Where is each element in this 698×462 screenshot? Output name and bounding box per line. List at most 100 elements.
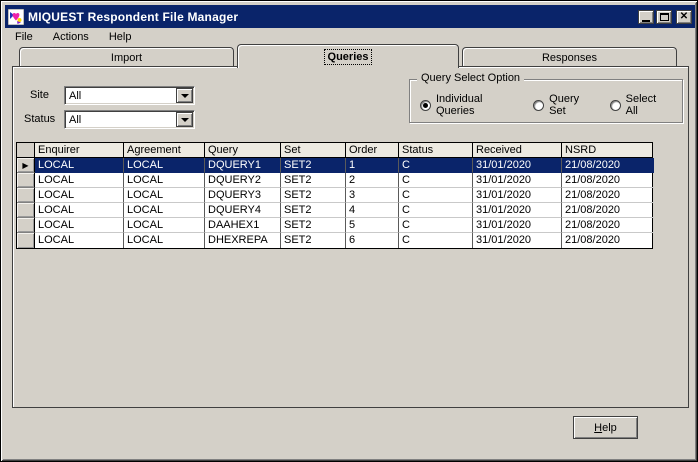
table-cell[interactable]: C [399,173,473,188]
table-cell[interactable]: SET2 [281,233,346,248]
window-title: MIQUEST Respondent File Manager [28,9,239,24]
radio-icon [609,99,621,111]
table-cell[interactable]: 21/08/2020 [562,203,654,218]
tab-import[interactable]: Import [19,47,234,67]
table-column-header[interactable]: Set [281,143,346,157]
row-selector-cell[interactable] [17,203,35,218]
table-cell[interactable]: 31/01/2020 [473,158,562,173]
radio-query-set[interactable]: Query Set [533,93,595,117]
menu-file[interactable]: File [15,31,33,43]
table-cell[interactable]: 2 [346,173,399,188]
table-column-header[interactable]: Order [346,143,399,157]
table-cell[interactable]: C [399,203,473,218]
menu-help[interactable]: Help [108,31,132,43]
radio-individual-queries[interactable]: Individual Queries [420,93,519,117]
minimize-button[interactable] [638,9,654,24]
table-cell[interactable]: 21/08/2020 [562,188,654,203]
tab-responses[interactable]: Responses [462,47,677,67]
table-cell[interactable]: LOCAL [124,233,205,248]
status-dropdown[interactable]: All [64,110,195,129]
table-cell[interactable]: LOCAL [124,203,205,218]
table-cell[interactable]: 6 [346,233,399,248]
app-icon [8,8,24,25]
table-cell[interactable]: 3 [346,188,399,203]
queries-table: Enquirer Agreement Query Set Order Status Rece… [16,142,654,249]
row-selector-cell[interactable]: ▶ [17,158,35,173]
table-column-header[interactable]: Enquirer [35,143,124,157]
site-dropdown-button[interactable] [176,88,193,103]
radio-icon [420,99,431,111]
table-row[interactable]: ▶ LOCAL LOCAL DQUERY1 SET2 1 C 31/01/2020 21/08/… [17,158,654,173]
table-cell[interactable]: DQUERY2 [205,173,281,188]
menu-bar: File Actions Help [5,28,695,46]
table-cell[interactable]: LOCAL [35,158,124,173]
query-select-radio-row: Individual Queries Query Set Select All [420,93,682,117]
table-selector-header [17,143,35,157]
table-cell[interactable]: C [399,233,473,248]
row-selector-cell[interactable] [17,218,35,233]
close-button[interactable]: ✕ [676,9,692,24]
table-cell[interactable]: 31/01/2020 [473,203,562,218]
table-cell[interactable]: 21/08/2020 [565,234,621,246]
table-cell[interactable]: 21/08/2020 [562,173,654,188]
table-cell[interactable]: 21/08/2020 [562,218,654,233]
table-row[interactable]: LOCAL LOCAL DQUERY4 SET2 4 C 31/01/2020 21/08/2… [17,203,654,218]
table-column-header[interactable]: NSRD [565,144,597,156]
row-selector-cell[interactable] [17,173,35,188]
tab-import-label: Import [110,51,143,64]
table-cell[interactable]: LOCAL [35,188,124,203]
table-cell[interactable]: DQUERY4 [205,203,281,218]
table-row[interactable]: LOCAL LOCAL DHEXREPA SET2 6 C 31/01/2020 21/08/… [17,233,652,248]
table-cell[interactable]: SET2 [281,188,346,203]
table-cell[interactable]: SET2 [281,218,346,233]
help-button[interactable]: Help [573,416,638,439]
table-cell[interactable]: SET2 [281,173,346,188]
table-cell[interactable]: DAAHEX1 [205,218,281,233]
table-cell[interactable]: LOCAL [124,188,205,203]
query-select-option-group: Query Select Option Individual Queries Q… [409,72,683,123]
table-cell[interactable]: 31/01/2020 [473,188,562,203]
status-dropdown-value: All [69,113,82,126]
table-header-row: Enquirer Agreement Query Set Order Status Rece… [17,143,652,158]
close-icon: ✕ [679,10,689,22]
table-cell[interactable]: LOCAL [124,218,205,233]
tab-queries[interactable]: Queries [237,44,459,68]
table-cell[interactable]: 5 [346,218,399,233]
table-cell[interactable]: 4 [346,203,399,218]
table-cell[interactable]: LOCAL [35,203,124,218]
table-column-header[interactable]: Received [473,143,562,157]
table-row[interactable]: LOCAL LOCAL DAAHEX1 SET2 5 C 31/01/2020 21/08/2… [17,218,654,233]
table-cell[interactable]: 31/01/2020 [473,218,562,233]
table-cell[interactable]: SET2 [281,203,346,218]
table-cell[interactable]: C [399,188,473,203]
table-column-header[interactable]: Status [399,143,473,157]
table-cell[interactable]: 21/08/2020 [562,158,654,173]
table-row[interactable]: LOCAL LOCAL DQUERY2 SET2 2 C 31/01/2020 21/08/2… [17,173,654,188]
table-cell[interactable]: 1 [346,158,399,173]
table-cell[interactable]: 31/01/2020 [473,233,562,248]
table-cell[interactable]: LOCAL [35,218,124,233]
table-cell[interactable]: SET2 [281,158,346,173]
table-cell[interactable]: DHEXREPA [205,233,281,248]
table-cell[interactable]: DQUERY3 [205,188,281,203]
table-row[interactable]: LOCAL LOCAL DQUERY3 SET2 3 C 31/01/2020 21/08/2… [17,188,654,203]
table-cell[interactable]: LOCAL [35,173,124,188]
radio-select-all[interactable]: Select All [609,93,668,117]
row-selector-cell[interactable] [17,233,35,248]
row-selector-cell[interactable] [17,188,35,203]
table-cell[interactable]: C [399,218,473,233]
table-cell[interactable]: LOCAL [124,173,205,188]
status-dropdown-button[interactable] [176,112,193,127]
radio-select-all-label: Select All [625,93,657,117]
table-column-header[interactable]: Query [205,143,281,157]
menu-actions[interactable]: Actions [52,31,89,43]
table-cell[interactable]: LOCAL [35,233,124,248]
table-cell[interactable]: C [399,158,473,173]
maximize-button[interactable] [656,9,672,24]
table-cell[interactable]: 31/01/2020 [473,173,562,188]
table-cell[interactable]: DQUERY1 [205,158,281,173]
table-column-header[interactable]: Agreement [124,143,205,157]
site-dropdown[interactable]: All [64,86,195,105]
table-cell[interactable]: LOCAL [124,158,205,173]
